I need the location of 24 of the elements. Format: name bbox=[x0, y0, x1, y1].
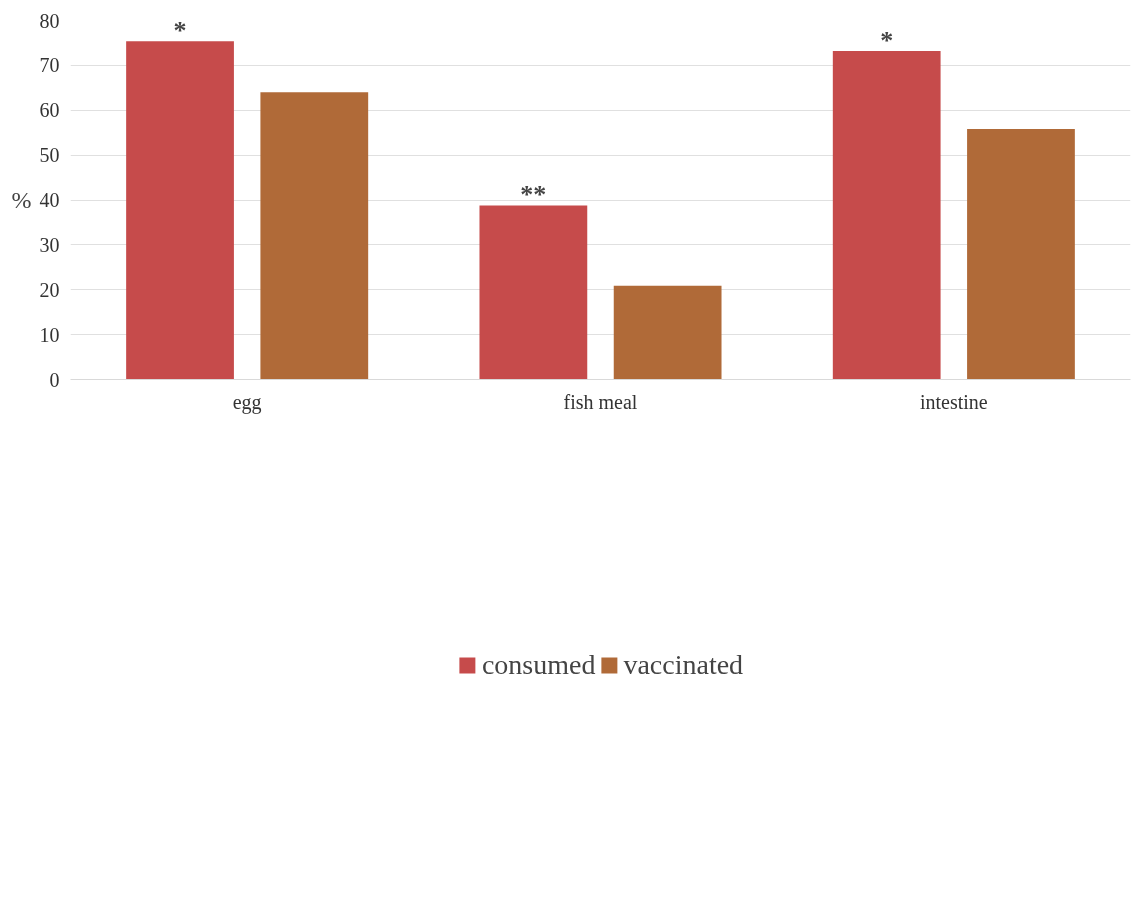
y-axis-title: % bbox=[11, 187, 32, 213]
bar bbox=[479, 205, 588, 380]
bar bbox=[967, 129, 1075, 380]
x-tick-label: fish meal bbox=[563, 390, 638, 413]
annotation: ** bbox=[520, 180, 547, 210]
y-tick-label: 30 bbox=[39, 233, 60, 256]
y-tick-label: 40 bbox=[39, 189, 60, 211]
bar bbox=[613, 285, 722, 380]
legend-label: vaccinated bbox=[623, 649, 744, 681]
bar bbox=[126, 41, 234, 380]
annotation: * bbox=[880, 26, 894, 56]
y-tick-label: 20 bbox=[39, 278, 60, 301]
y-tick-label: 50 bbox=[39, 144, 60, 167]
bar bbox=[260, 92, 369, 380]
y-tick-label: 10 bbox=[39, 323, 60, 346]
y-tick-label: 70 bbox=[39, 54, 60, 77]
legend-label: consumed bbox=[481, 649, 596, 681]
y-tick-label: 0 bbox=[49, 368, 60, 391]
x-tick-label: egg bbox=[232, 390, 262, 414]
y-tick-label: 60 bbox=[39, 99, 60, 122]
x-tick-label: intestine bbox=[919, 390, 988, 413]
y-tick-label: 80 bbox=[39, 9, 60, 32]
bar bbox=[832, 51, 941, 380]
annotation: * bbox=[173, 16, 187, 46]
